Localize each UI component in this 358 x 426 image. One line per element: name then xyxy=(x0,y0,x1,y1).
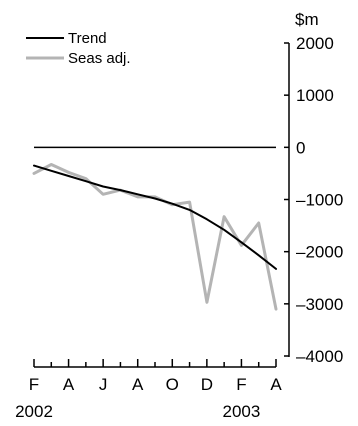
y-tick-label: –2000 xyxy=(296,243,343,262)
y-tick-label: –3000 xyxy=(296,295,343,314)
legend-label-trend: Trend xyxy=(68,30,107,47)
y-tick-label: –4000 xyxy=(296,347,343,366)
x-ticks: F A J A O D F A 2002 2003 xyxy=(15,359,282,421)
y-axis-unit-label: $m xyxy=(295,10,319,29)
x-tick-label: F xyxy=(29,375,39,394)
y-tick-label: –1000 xyxy=(296,191,343,210)
x-tick-label: O xyxy=(166,375,179,394)
x-tick-label: J xyxy=(99,375,108,394)
legend-label-seas-adj: Seas adj. xyxy=(68,50,131,67)
series-line-trend xyxy=(33,164,277,270)
y-tick-label: 1000 xyxy=(296,86,334,105)
x-year-label: 2002 xyxy=(15,402,53,421)
y-tick-label: 0 xyxy=(296,138,305,157)
x-tick-label: A xyxy=(132,375,144,394)
x-tick-label: A xyxy=(63,375,75,394)
x-tick-label: A xyxy=(270,375,282,394)
series-line-seas-adj xyxy=(32,163,278,311)
series-group xyxy=(32,163,278,311)
x-year-label: 2003 xyxy=(223,402,261,421)
x-tick-label: D xyxy=(201,375,213,394)
y-tick-label: 2000 xyxy=(296,34,334,53)
x-tick-label: F xyxy=(236,375,246,394)
legend: Trend Seas adj. xyxy=(26,30,131,67)
y-ticks: 2000 1000 0 –1000 –2000 –3000 –4000 xyxy=(34,34,343,366)
